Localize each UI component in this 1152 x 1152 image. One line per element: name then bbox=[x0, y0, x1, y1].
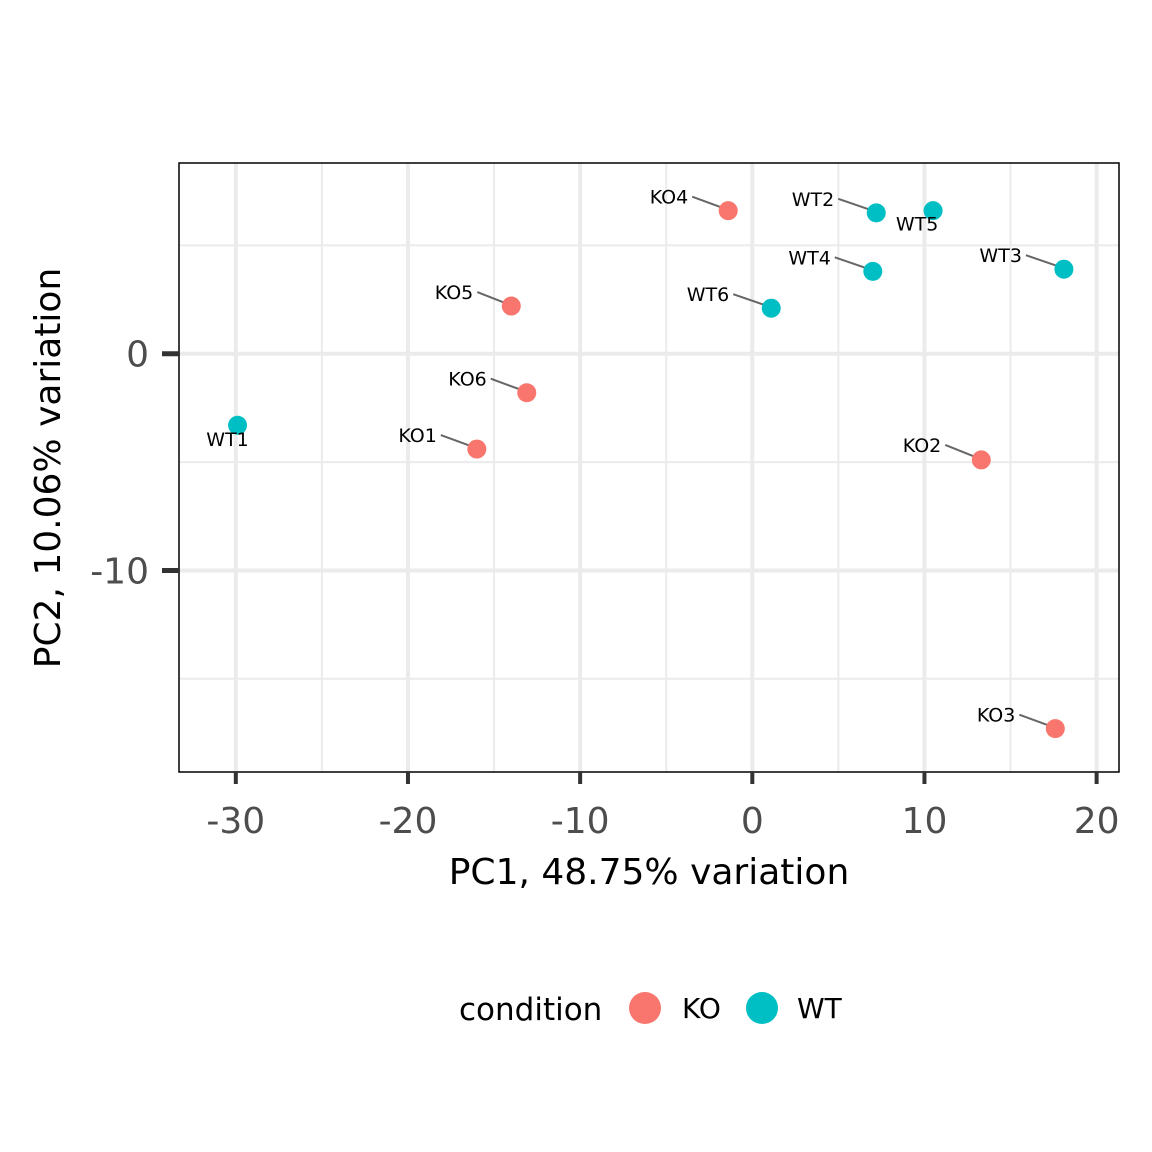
data-point-wt3 bbox=[1054, 259, 1074, 279]
legend-label-wt: WT bbox=[797, 992, 843, 1025]
point-labels: KO1 KO2 KO3 KO4 KO5 KO6 WT1 WT2 WT3 WT4 WT5 WT6 bbox=[206, 187, 1022, 727]
label-leader-ko5 bbox=[476, 291, 506, 304]
data-point-ko1 bbox=[467, 439, 487, 459]
point-label-wt1: WT1 bbox=[206, 429, 248, 451]
x-tick-label: 0 bbox=[741, 801, 764, 842]
point-label-wt3: WT3 bbox=[979, 245, 1021, 267]
x-tick-label: -30 bbox=[206, 801, 265, 842]
x-tick-label: -20 bbox=[379, 801, 438, 842]
point-label-ko2: KO2 bbox=[903, 435, 941, 457]
label-leader-wt4 bbox=[834, 256, 868, 270]
data-point-wt4 bbox=[863, 261, 883, 281]
label-leader-ko3 bbox=[1018, 713, 1050, 727]
data-point-wt6 bbox=[761, 298, 781, 318]
y-tick-label: 0 bbox=[126, 335, 149, 376]
panel-border bbox=[178, 162, 1120, 773]
point-label-wt2: WT2 bbox=[792, 189, 834, 211]
grid-lines bbox=[179, 163, 1119, 772]
point-label-ko5: KO5 bbox=[435, 282, 473, 304]
point-label-ko3: KO3 bbox=[977, 705, 1015, 727]
point-label-wt4: WT4 bbox=[788, 247, 830, 269]
data-point-wt1 bbox=[228, 415, 248, 435]
label-leader-wt2 bbox=[837, 197, 871, 211]
label-leader-ko1 bbox=[440, 434, 472, 448]
point-label-ko1: KO1 bbox=[398, 425, 436, 447]
data-points bbox=[228, 201, 1074, 739]
label-leader-ko2 bbox=[944, 443, 976, 458]
y-tick-label: -10 bbox=[90, 551, 149, 592]
y-axis-title: PC2, 10.06% variation bbox=[28, 268, 69, 669]
point-label-ko4: KO4 bbox=[650, 187, 688, 209]
label-leaders bbox=[440, 195, 1059, 727]
legend-title: condition bbox=[459, 992, 602, 1028]
label-leader-wt6 bbox=[732, 293, 766, 307]
legend-key-wt bbox=[746, 992, 778, 1024]
point-label-wt6: WT6 bbox=[687, 284, 729, 306]
legend: condition KO WT bbox=[459, 992, 843, 1028]
x-tick-label: 10 bbox=[902, 801, 948, 842]
x-tick-label: 20 bbox=[1074, 801, 1120, 842]
data-point-ko2 bbox=[971, 450, 991, 470]
data-point-ko6 bbox=[517, 383, 537, 403]
data-point-ko4 bbox=[718, 201, 738, 221]
label-leader-wt3 bbox=[1025, 254, 1059, 268]
data-point-ko3 bbox=[1045, 719, 1065, 739]
data-point-wt5 bbox=[923, 201, 943, 221]
point-label-wt5: WT5 bbox=[896, 214, 938, 236]
data-point-ko5 bbox=[501, 296, 521, 316]
x-axis-title: PC1, 48.75% variation bbox=[449, 852, 850, 893]
legend-label-ko: KO bbox=[682, 992, 721, 1025]
point-label-ko6: KO6 bbox=[448, 369, 486, 391]
data-point-wt2 bbox=[866, 203, 886, 223]
legend-key-ko bbox=[629, 992, 661, 1024]
x-tick-label: -10 bbox=[551, 801, 610, 842]
label-leader-ko6 bbox=[490, 377, 522, 391]
label-leader-ko4 bbox=[691, 195, 723, 209]
axes: -30 -20 -10 0 10 20 0 -10 bbox=[90, 335, 1119, 842]
